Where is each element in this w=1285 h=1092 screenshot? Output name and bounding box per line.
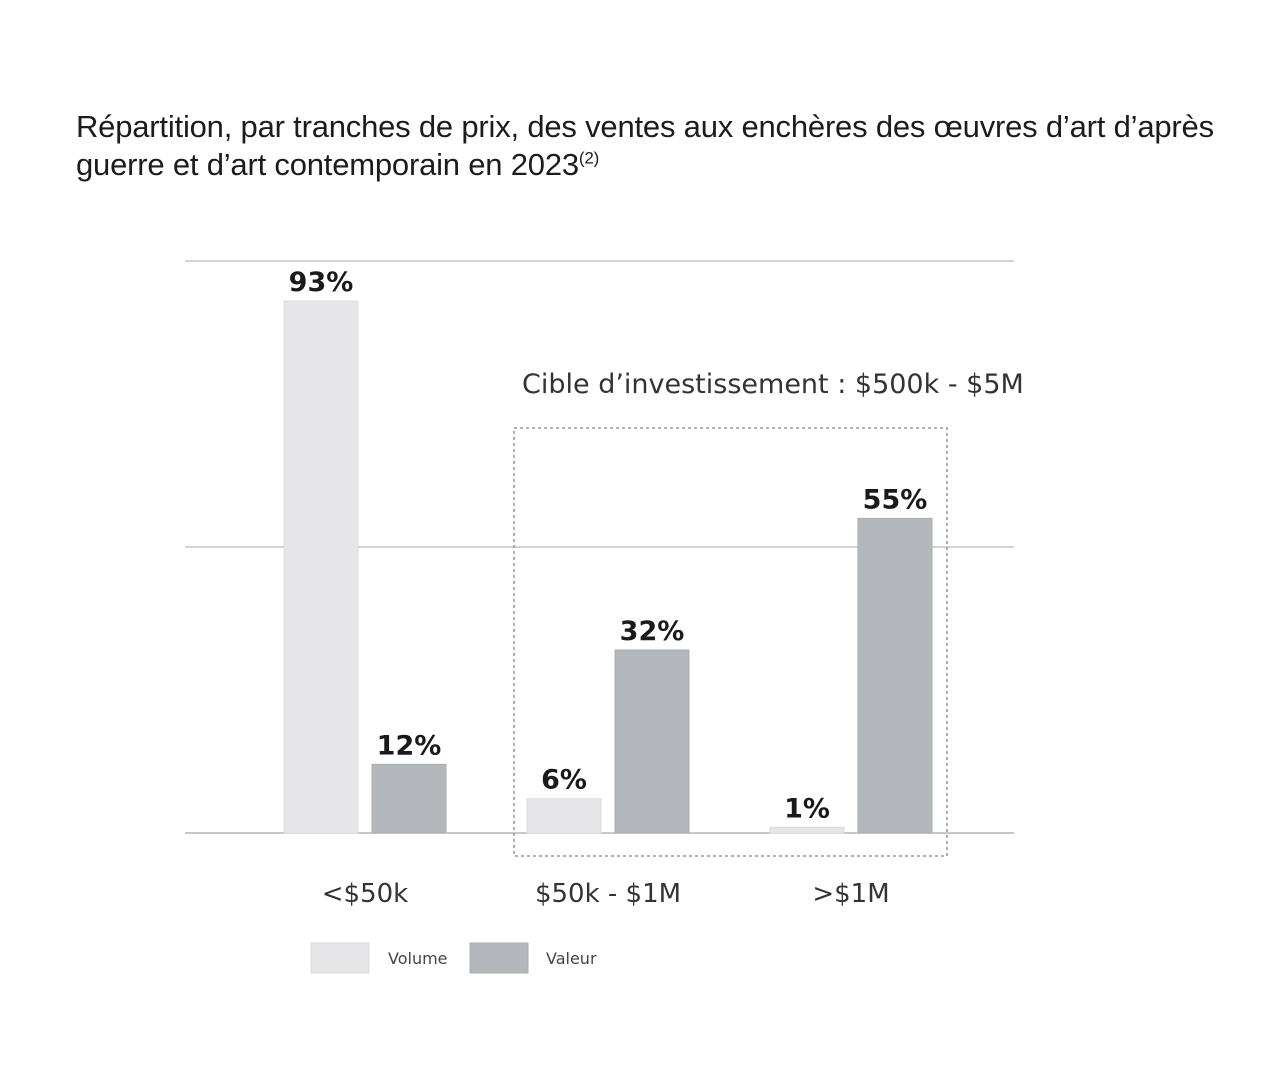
- bar-valeur-2: [857, 517, 933, 834]
- chart-title: Répartition, par tranches de prix, des v…: [76, 108, 1236, 184]
- bar-volume-2: [769, 826, 845, 834]
- chart-x-tick-labels: <$50k $50k - $1M >$1M: [322, 879, 890, 909]
- x-tick-label-1: $50k - $1M: [535, 879, 681, 909]
- chart-title-footnote: (2): [578, 148, 600, 168]
- chart-legend: Volume Valeur: [310, 942, 597, 974]
- chart-bars: [283, 300, 933, 834]
- investment-target-label: Cible d’investissement : $500k - $5M: [522, 369, 1024, 400]
- legend-swatch-valeur: [469, 942, 529, 974]
- legend-swatch-volume: [310, 942, 370, 974]
- bar-valeur-1: [614, 649, 690, 834]
- investment-target-box: Cible d’investissement : $500k - $5M: [513, 369, 1024, 857]
- value-label-valeur-1: 32%: [620, 616, 685, 647]
- value-label-volume-2: 1%: [784, 793, 830, 824]
- chart-title-text: Répartition, par tranches de prix, des v…: [76, 109, 1214, 182]
- value-label-volume-1: 6%: [541, 765, 587, 796]
- x-tick-label-0: <$50k: [322, 879, 408, 909]
- legend-label-valeur: Valeur: [546, 949, 597, 968]
- legend-label-volume: Volume: [388, 949, 448, 968]
- x-tick-label-2: >$1M: [812, 879, 889, 909]
- bar-volume-1: [526, 798, 602, 834]
- value-label-valeur-2: 55%: [863, 484, 928, 515]
- value-label-volume-0: 93%: [289, 267, 354, 298]
- investment-target-border: [513, 427, 948, 857]
- chart-value-labels: 93% 12% 6% 32% 1% 55%: [289, 267, 928, 824]
- value-label-valeur-0: 12%: [377, 730, 442, 761]
- bar-valeur-0: [371, 763, 447, 834]
- bar-volume-0: [283, 300, 359, 834]
